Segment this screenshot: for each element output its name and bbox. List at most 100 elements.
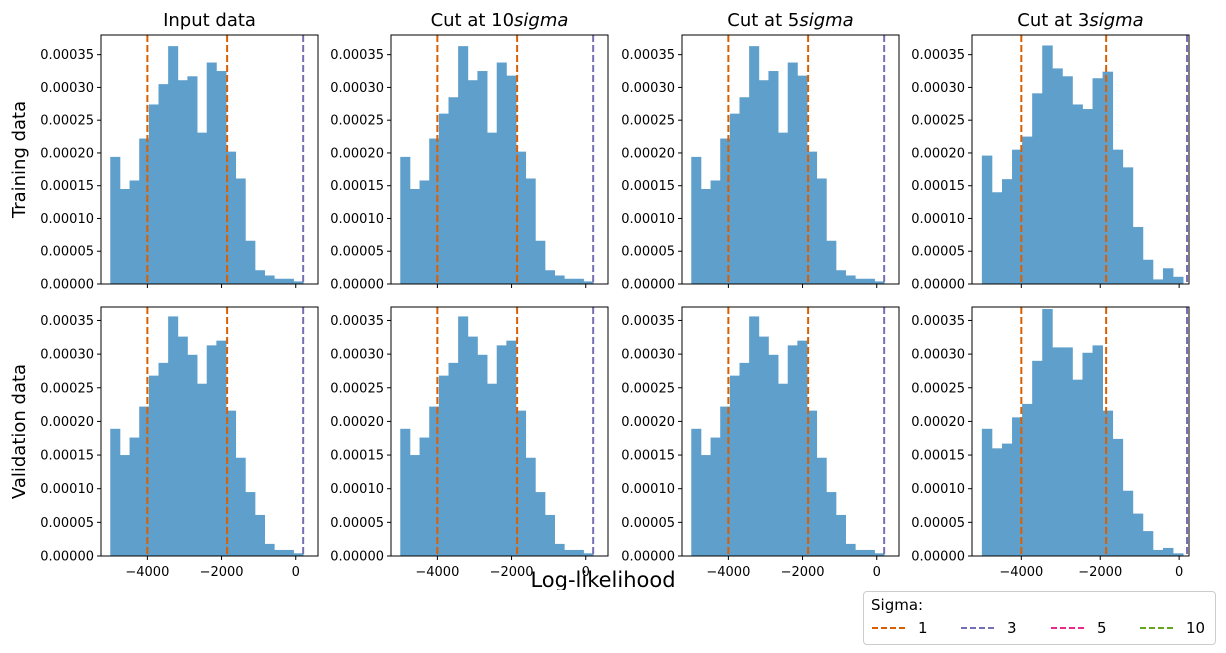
histogram-bar-r0c3-16 — [1142, 259, 1154, 284]
histogram-bar-r0c3-6 — [1042, 45, 1053, 285]
axes-frame-r0c1 — [390, 34, 609, 285]
histogram-bar-r1c2-3 — [720, 406, 731, 556]
x-tick-label-r1c2-0: −4000 — [706, 565, 750, 580]
histogram-bar-r0c3-18 — [1162, 268, 1174, 284]
axes-frame-r1c1 — [390, 306, 609, 557]
histogram-bar-r1c2-2 — [710, 437, 721, 556]
legend-label-5: 5 — [1097, 619, 1107, 637]
histogram-bar-r1c1-4 — [438, 375, 449, 556]
histogram-bar-r1c1-9 — [487, 383, 498, 556]
row-label-1: Validation data — [9, 364, 30, 499]
y-tick-label-r0c2-3: 0.00015 — [621, 179, 675, 194]
y-tick-label-r1c1-4: 0.00020 — [330, 415, 384, 430]
histogram-bar-r1c1-5 — [448, 362, 459, 556]
histogram-bar-r1c0-1 — [119, 455, 130, 556]
histogram-bar-r0c0-12 — [226, 151, 237, 284]
histogram-bar-r1c2-19 — [874, 553, 885, 556]
legend-title: Sigma: — [871, 596, 924, 614]
histogram-bar-r1c1-11 — [506, 340, 517, 556]
histogram-bar-r0c1-0 — [400, 156, 411, 284]
axes-frame-r1c2 — [681, 306, 900, 557]
histogram-bar-r0c2-10 — [787, 62, 798, 284]
histogram-bar-r0c2-12 — [807, 151, 818, 284]
y-tick-label-r0c1-2: 0.00010 — [330, 212, 384, 227]
histogram-bar-r0c3-7 — [1052, 68, 1063, 284]
histogram-bar-r0c1-6 — [458, 46, 469, 284]
histogram-bar-r0c2-13 — [816, 178, 827, 284]
histogram-bar-r0c0-10 — [206, 62, 217, 284]
y-tick-label-r0c2-1: 0.00005 — [621, 245, 675, 260]
histogram-bar-r1c2-8 — [768, 354, 779, 556]
histogram-bar-r0c2-16 — [845, 275, 856, 284]
histogram-bar-r0c0-16 — [264, 275, 275, 284]
x-tick-label-r1c1-1: −2000 — [490, 565, 534, 580]
histogram-bar-r1c3-17 — [1152, 549, 1164, 556]
y-tick-label-r1c0-2: 0.00010 — [40, 482, 94, 497]
histogram-bar-r1c0-0 — [110, 428, 121, 556]
histogram-bar-r0c3-11 — [1092, 78, 1103, 284]
histogram-bar-r0c1-15 — [544, 270, 555, 284]
histogram-bar-r0c1-9 — [487, 132, 498, 284]
y-tick-label-r0c3-3: 0.00015 — [911, 179, 965, 194]
x-tick-label-r1c1-0: −4000 — [415, 565, 459, 580]
histogram-bar-r1c3-0 — [981, 428, 993, 556]
histogram-bar-r1c0-2 — [129, 437, 140, 556]
column-title-2: Cut at 5sigma — [727, 10, 853, 31]
column-title-0: Input data — [163, 10, 256, 31]
histogram-bar-r0c1-17 — [564, 278, 575, 284]
histogram-bar-r0c1-16 — [554, 275, 565, 284]
histogram-bar-r1c1-17 — [564, 549, 575, 556]
histogram-bar-r1c2-13 — [816, 457, 827, 556]
histogram-bar-r0c3-3 — [1012, 149, 1023, 284]
histogram-bar-r0c2-1 — [700, 188, 711, 284]
histogram-bar-r1c1-12 — [516, 410, 527, 556]
histogram-bar-r0c2-6 — [749, 46, 760, 284]
y-tick-label-r1c1-3: 0.00015 — [330, 449, 384, 464]
histogram-bar-r1c1-13 — [525, 457, 536, 556]
y-tick-label-r0c0-2: 0.00010 — [40, 212, 94, 227]
x-tick-label-r1c2-1: −2000 — [781, 565, 825, 580]
y-tick-label-r0c3-7: 0.00035 — [911, 48, 965, 63]
x-tick-label-r1c0-1: −2000 — [200, 565, 244, 580]
histogram-bar-r0c3-12 — [1102, 71, 1114, 284]
histogram-bar-r0c1-18 — [573, 278, 584, 284]
y-tick-label-r1c2-1: 0.00005 — [621, 516, 675, 531]
histogram-bar-r1c1-0 — [400, 428, 411, 556]
y-tick-label-r0c0-6: 0.00030 — [40, 81, 94, 96]
x-tick-label-r1c0-0: −4000 — [125, 565, 169, 580]
x-axis-label: Log-likelihood — [530, 568, 675, 590]
histogram-bar-r1c2-12 — [807, 410, 818, 556]
histogram-bar-r1c3-7 — [1052, 347, 1063, 556]
histogram-bar-r0c1-8 — [477, 71, 488, 284]
histogram-bar-r0c2-7 — [758, 80, 769, 285]
histogram-bar-r1c2-9 — [778, 383, 789, 556]
y-tick-label-r0c0-7: 0.00035 — [40, 48, 94, 63]
histogram-bar-r1c3-11 — [1092, 345, 1103, 556]
x-tick-label-r1c1-2: 0 — [582, 565, 590, 580]
x-tick-label-r1c2-2: 0 — [873, 565, 881, 580]
histogram-bar-r1c1-14 — [535, 492, 546, 556]
histogram-bar-r0c1-1 — [409, 188, 420, 284]
y-tick-label-r1c2-3: 0.00015 — [621, 449, 675, 464]
histogram-bar-r1c3-12 — [1102, 410, 1114, 556]
y-tick-label-r1c3-4: 0.00020 — [911, 415, 965, 430]
y-tick-label-r0c1-1: 0.00005 — [330, 245, 384, 260]
histogram-bar-r0c0-11 — [216, 71, 227, 284]
histogram-bar-r0c1-10 — [496, 62, 507, 284]
x-tick-label-r1c3-0: −4000 — [999, 565, 1043, 580]
histogram-bar-r1c2-17 — [855, 549, 866, 556]
histogram-bar-r0c0-7 — [177, 80, 188, 285]
histogram-bar-r1c0-6 — [168, 316, 179, 556]
histogram-bar-r1c2-0 — [691, 428, 702, 556]
histogram-bar-r1c3-15 — [1132, 513, 1144, 556]
histogram-bar-r0c1-12 — [516, 151, 527, 284]
y-tick-label-r1c2-0: 0.00000 — [621, 550, 675, 565]
histogram-bar-r0c0-18 — [283, 278, 294, 284]
histogram-bar-r1c0-5 — [158, 362, 169, 556]
y-tick-label-r1c0-5: 0.00025 — [40, 381, 94, 396]
y-tick-label-r1c0-4: 0.00020 — [40, 415, 94, 430]
histogram-bar-r1c3-13 — [1112, 438, 1124, 556]
histogram-bar-r0c3-14 — [1122, 167, 1134, 284]
y-tick-label-r1c1-0: 0.00000 — [330, 550, 384, 565]
histogram-bar-r0c2-0 — [691, 156, 702, 284]
